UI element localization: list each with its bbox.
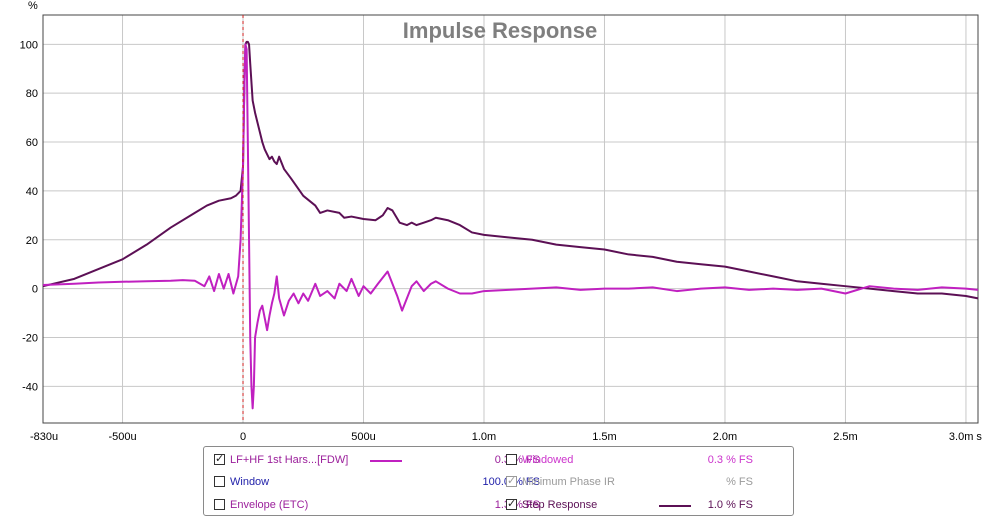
legend-checkbox[interactable] [506, 496, 517, 512]
legend-checkbox [506, 473, 517, 489]
x-tick-label: 2.0m [713, 431, 737, 443]
y-tick-label: 40 [26, 186, 38, 198]
y-tick-label: 60 [26, 137, 38, 149]
legend-checkbox[interactable] [506, 454, 517, 465]
legend-item-0-right: Windowed 0.3 % FS [204, 452, 793, 468]
y-tick-label: 100 [20, 39, 38, 51]
x-axis-ticks: -830u -500u 0 500u 1.0m 1.5m 2.0m 2.5m 3.0m s [30, 431, 982, 443]
x-tick-label: 1.0m [472, 431, 496, 443]
legend-item-1-right: Minimum Phase IR % FS [204, 473, 793, 490]
y-tick-label: -40 [22, 381, 38, 393]
chart-title: Impulse Response [403, 18, 597, 43]
legend-label: Step Response [522, 499, 598, 511]
legend-label: LF+HF 1st Hars...[FDW] [230, 454, 349, 466]
x-tick-label: 1.5m [592, 431, 616, 443]
legend-line-swatch [370, 460, 402, 462]
legend-value: % FS [726, 476, 753, 488]
legend-label: Window [230, 476, 270, 488]
legend-item-2-right: Step Response 1.0 % FS [204, 496, 793, 513]
legend-checkbox[interactable] [214, 476, 225, 487]
legend-line-swatch [659, 505, 691, 507]
series-lines [42, 40, 979, 410]
legend-checkbox[interactable] [214, 499, 225, 510]
x-tick-label: 2.5m [833, 431, 857, 443]
legend-label: Envelope (ETC) [230, 499, 309, 511]
x-tick-label: 0 [240, 431, 246, 443]
y-tick-label: -20 [22, 332, 38, 344]
x-tick-label: 500u [351, 431, 375, 443]
legend-value: 1.0 % FS [707, 499, 753, 511]
legend-label: Windowed [522, 454, 574, 466]
x-tick-label: 3.0m s [949, 431, 983, 443]
legend-value: 0.3 % FS [707, 454, 753, 466]
x-tick-label: -500u [108, 431, 136, 443]
y-tick-label: 0 [32, 284, 38, 296]
plot-frame [42, 14, 979, 424]
x-tick-label: -830u [30, 431, 58, 443]
legend-checkbox[interactable] [214, 451, 225, 467]
y-axis-ticks: 100 80 60 40 20 0 -20 -40 [20, 39, 38, 393]
y-axis-unit: % [28, 0, 38, 12]
y-tick-label: 20 [26, 235, 38, 247]
y-tick-label: 80 [26, 88, 38, 100]
legend-label: Minimum Phase IR [522, 476, 615, 488]
series-line-0 [42, 40, 979, 300]
series-line-1 [42, 43, 979, 410]
